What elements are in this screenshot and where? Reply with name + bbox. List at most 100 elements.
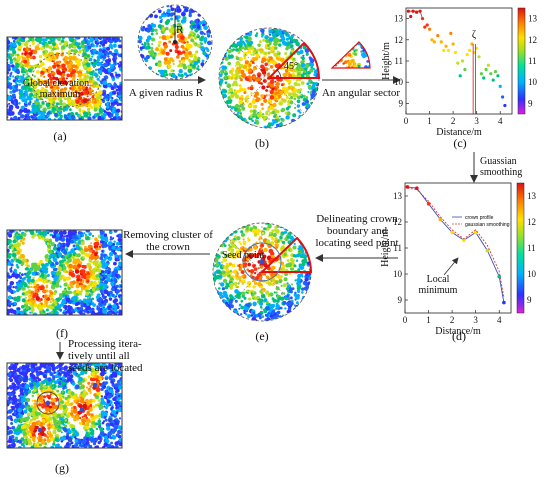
cloud-point [295,310,300,315]
cloud-point [52,64,57,69]
cloud-point [225,115,230,120]
cloud-point [149,49,155,55]
cloud-point [224,70,228,74]
cloud-point [57,80,63,85]
cloud-point [12,258,16,261]
cloud-point [83,37,87,40]
cloud-point [106,260,109,264]
cloud-point [309,110,312,113]
cloud-point [43,75,46,78]
cloud-point [224,308,229,312]
cloud-point [286,259,290,262]
cloud-point [240,299,244,303]
cloud-point [299,307,303,311]
cloud-point [77,73,83,78]
cloud-point [28,98,32,101]
cloud-point [232,314,237,319]
cloud-point [271,60,277,65]
cloud-point [285,115,290,120]
cloud-point [9,60,13,65]
cloud-point [213,304,217,307]
cloud-point [206,48,209,51]
cloud-point [221,287,225,291]
cloud-point [88,76,93,81]
cloud-point [224,56,229,61]
spoke-line [233,77,270,114]
cloud-point [63,40,69,46]
cloud-point [65,248,69,251]
cloud-point [220,115,226,121]
cloud-point [158,15,162,19]
cloud-point [287,240,292,244]
cloud-point [95,247,99,251]
cloud-point [59,293,63,297]
cloud-point [166,8,171,13]
cloud-point [9,281,14,286]
cloud-point [255,98,260,103]
cloud-point [301,275,304,278]
cloud-point [103,233,108,237]
cloud-point [286,235,290,239]
cloud-point [297,253,301,257]
cloud-point [360,34,362,36]
cloud-point [285,96,289,100]
cloud-point [288,80,292,84]
cloud-point [98,44,102,48]
cloud-point [239,223,243,226]
cloud-point [90,247,93,251]
cloud-point [61,262,64,265]
cloud-point [206,71,211,75]
cloud-point [45,57,49,61]
cloud-point [22,73,25,77]
cloud-point [273,41,278,47]
cloud-point [298,29,302,33]
cloud-point [44,262,49,267]
cloud-point [110,237,114,241]
cloud-point [313,120,319,126]
cloud-point [52,280,57,285]
cloud-point [38,278,42,282]
cloud-point [8,68,11,72]
cloud-point [47,40,52,45]
cloud-point [152,56,156,60]
cloud-point [81,274,84,277]
cloud-point [27,275,32,279]
cloud-point [303,302,308,306]
cloud-point [223,32,228,37]
cloud-point [33,303,38,308]
cloud-point [247,238,251,242]
cloud-point [287,262,292,268]
cloud-point [221,37,226,42]
cloud-point [283,30,286,33]
cloud-point [342,37,344,39]
cloud-point [241,275,244,278]
cloud-point [296,99,301,104]
cloud-point [176,8,181,13]
cloud-point [103,280,109,285]
cloud-point [67,305,71,309]
cloud-point [36,70,40,74]
cloud-point [91,268,97,273]
cloud-point [23,42,28,47]
cloud-point [75,65,78,69]
cloud-point [278,115,281,118]
cloud-point [208,69,212,75]
cloud-point [303,300,308,305]
cloud-point [12,252,17,258]
cloud-point [307,316,311,320]
cloud-point [35,230,39,233]
cloud-point [316,95,319,100]
cloud-point [118,310,122,315]
cloud-point [183,10,186,14]
cloud-point [166,59,172,65]
cloud-point [112,43,117,48]
cloud-point [29,56,33,59]
cloud-point [333,42,336,43]
cloud-point [77,71,81,74]
cloud-point [299,88,303,91]
cloud-point [269,65,274,69]
cloud-point [199,30,204,35]
cloud-point [238,84,242,88]
cloud-point [251,99,257,105]
cloud-point [252,53,255,57]
